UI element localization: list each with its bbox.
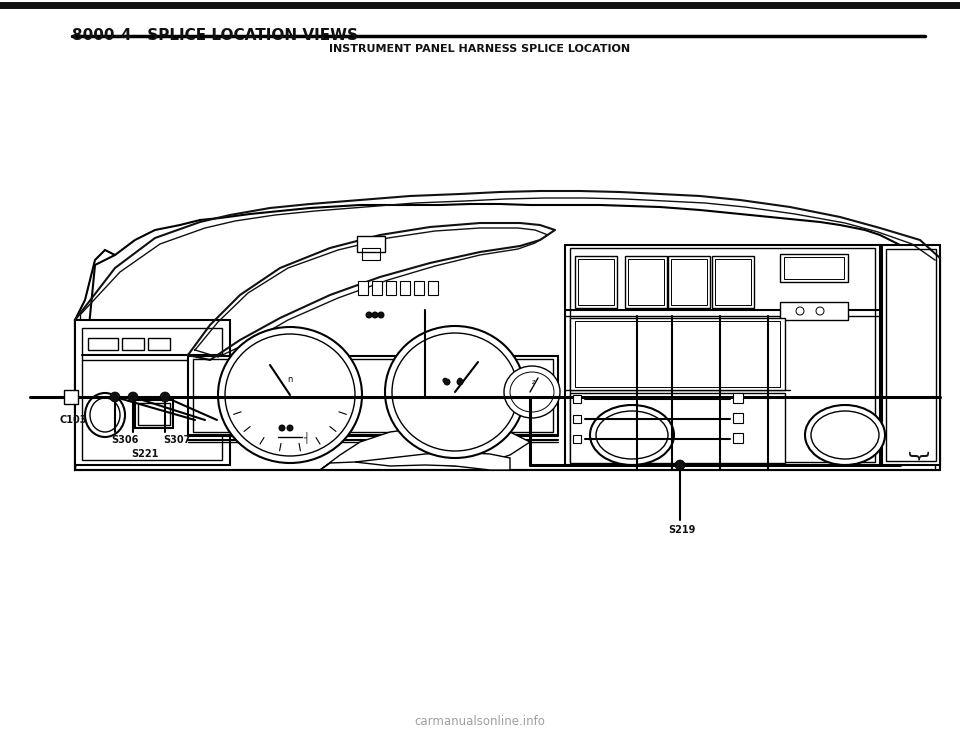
Bar — [75, 320, 230, 465]
Bar — [575, 256, 617, 308]
Bar — [882, 245, 940, 465]
Text: }: } — [905, 450, 925, 464]
Ellipse shape — [110, 392, 120, 402]
Text: S306: S306 — [111, 435, 138, 445]
Ellipse shape — [590, 405, 674, 465]
Bar — [357, 236, 385, 252]
Bar — [64, 390, 78, 404]
Text: S219: S219 — [668, 525, 695, 535]
Ellipse shape — [504, 366, 560, 418]
Bar — [628, 259, 664, 305]
Ellipse shape — [675, 460, 685, 470]
Bar — [362, 248, 380, 260]
Ellipse shape — [385, 326, 525, 458]
Bar — [138, 403, 170, 425]
Text: S307: S307 — [163, 435, 190, 445]
Bar — [573, 435, 581, 443]
Bar — [570, 318, 785, 390]
Bar — [372, 281, 382, 295]
Polygon shape — [320, 425, 530, 470]
Bar — [780, 254, 848, 282]
Bar — [573, 395, 581, 403]
Ellipse shape — [805, 405, 885, 465]
Text: carmanualsonline.info: carmanualsonline.info — [415, 715, 545, 728]
Text: 8000-4   SPLICE LOCATION VIEWS: 8000-4 SPLICE LOCATION VIEWS — [72, 28, 358, 43]
Text: ●: ● — [442, 377, 448, 383]
Text: C103: C103 — [60, 415, 87, 425]
Bar — [565, 245, 880, 465]
Ellipse shape — [372, 312, 378, 318]
Bar — [135, 400, 173, 428]
Bar — [780, 302, 848, 320]
Text: S221: S221 — [131, 449, 158, 459]
Ellipse shape — [287, 425, 293, 431]
Bar — [784, 257, 844, 279]
Text: ●: ● — [457, 377, 463, 383]
Bar — [148, 338, 170, 350]
Bar — [428, 281, 438, 295]
Polygon shape — [75, 250, 130, 470]
Bar — [122, 338, 144, 350]
Bar — [733, 393, 743, 403]
Text: n: n — [287, 375, 293, 384]
Ellipse shape — [160, 392, 170, 402]
Bar — [188, 356, 558, 435]
Bar — [578, 259, 614, 305]
Bar — [712, 256, 754, 308]
Text: z: z — [532, 379, 536, 385]
Ellipse shape — [366, 312, 372, 318]
Bar — [671, 259, 707, 305]
Ellipse shape — [796, 307, 804, 315]
Bar — [386, 281, 396, 295]
Ellipse shape — [85, 393, 125, 437]
Bar — [570, 248, 875, 462]
Ellipse shape — [816, 307, 824, 315]
Text: ┤: ┤ — [303, 431, 309, 443]
Bar — [570, 393, 785, 463]
Bar — [733, 433, 743, 443]
Bar — [715, 259, 751, 305]
Text: INSTRUMENT PANEL HARNESS SPLICE LOCATION: INSTRUMENT PANEL HARNESS SPLICE LOCATION — [329, 44, 631, 54]
Bar — [414, 281, 424, 295]
Bar — [400, 281, 410, 295]
Ellipse shape — [218, 327, 362, 463]
Polygon shape — [355, 452, 510, 470]
Bar — [733, 413, 743, 423]
Bar — [573, 415, 581, 423]
Bar — [625, 256, 667, 308]
Bar — [88, 338, 118, 350]
Ellipse shape — [128, 392, 138, 402]
Ellipse shape — [279, 425, 285, 431]
Ellipse shape — [444, 379, 450, 385]
Bar — [193, 359, 553, 432]
Bar — [358, 281, 368, 295]
Bar — [575, 321, 780, 387]
Polygon shape — [75, 204, 940, 470]
Bar — [82, 328, 222, 460]
Ellipse shape — [457, 379, 463, 385]
Bar — [668, 256, 710, 308]
Ellipse shape — [378, 312, 384, 318]
Bar — [886, 249, 936, 461]
